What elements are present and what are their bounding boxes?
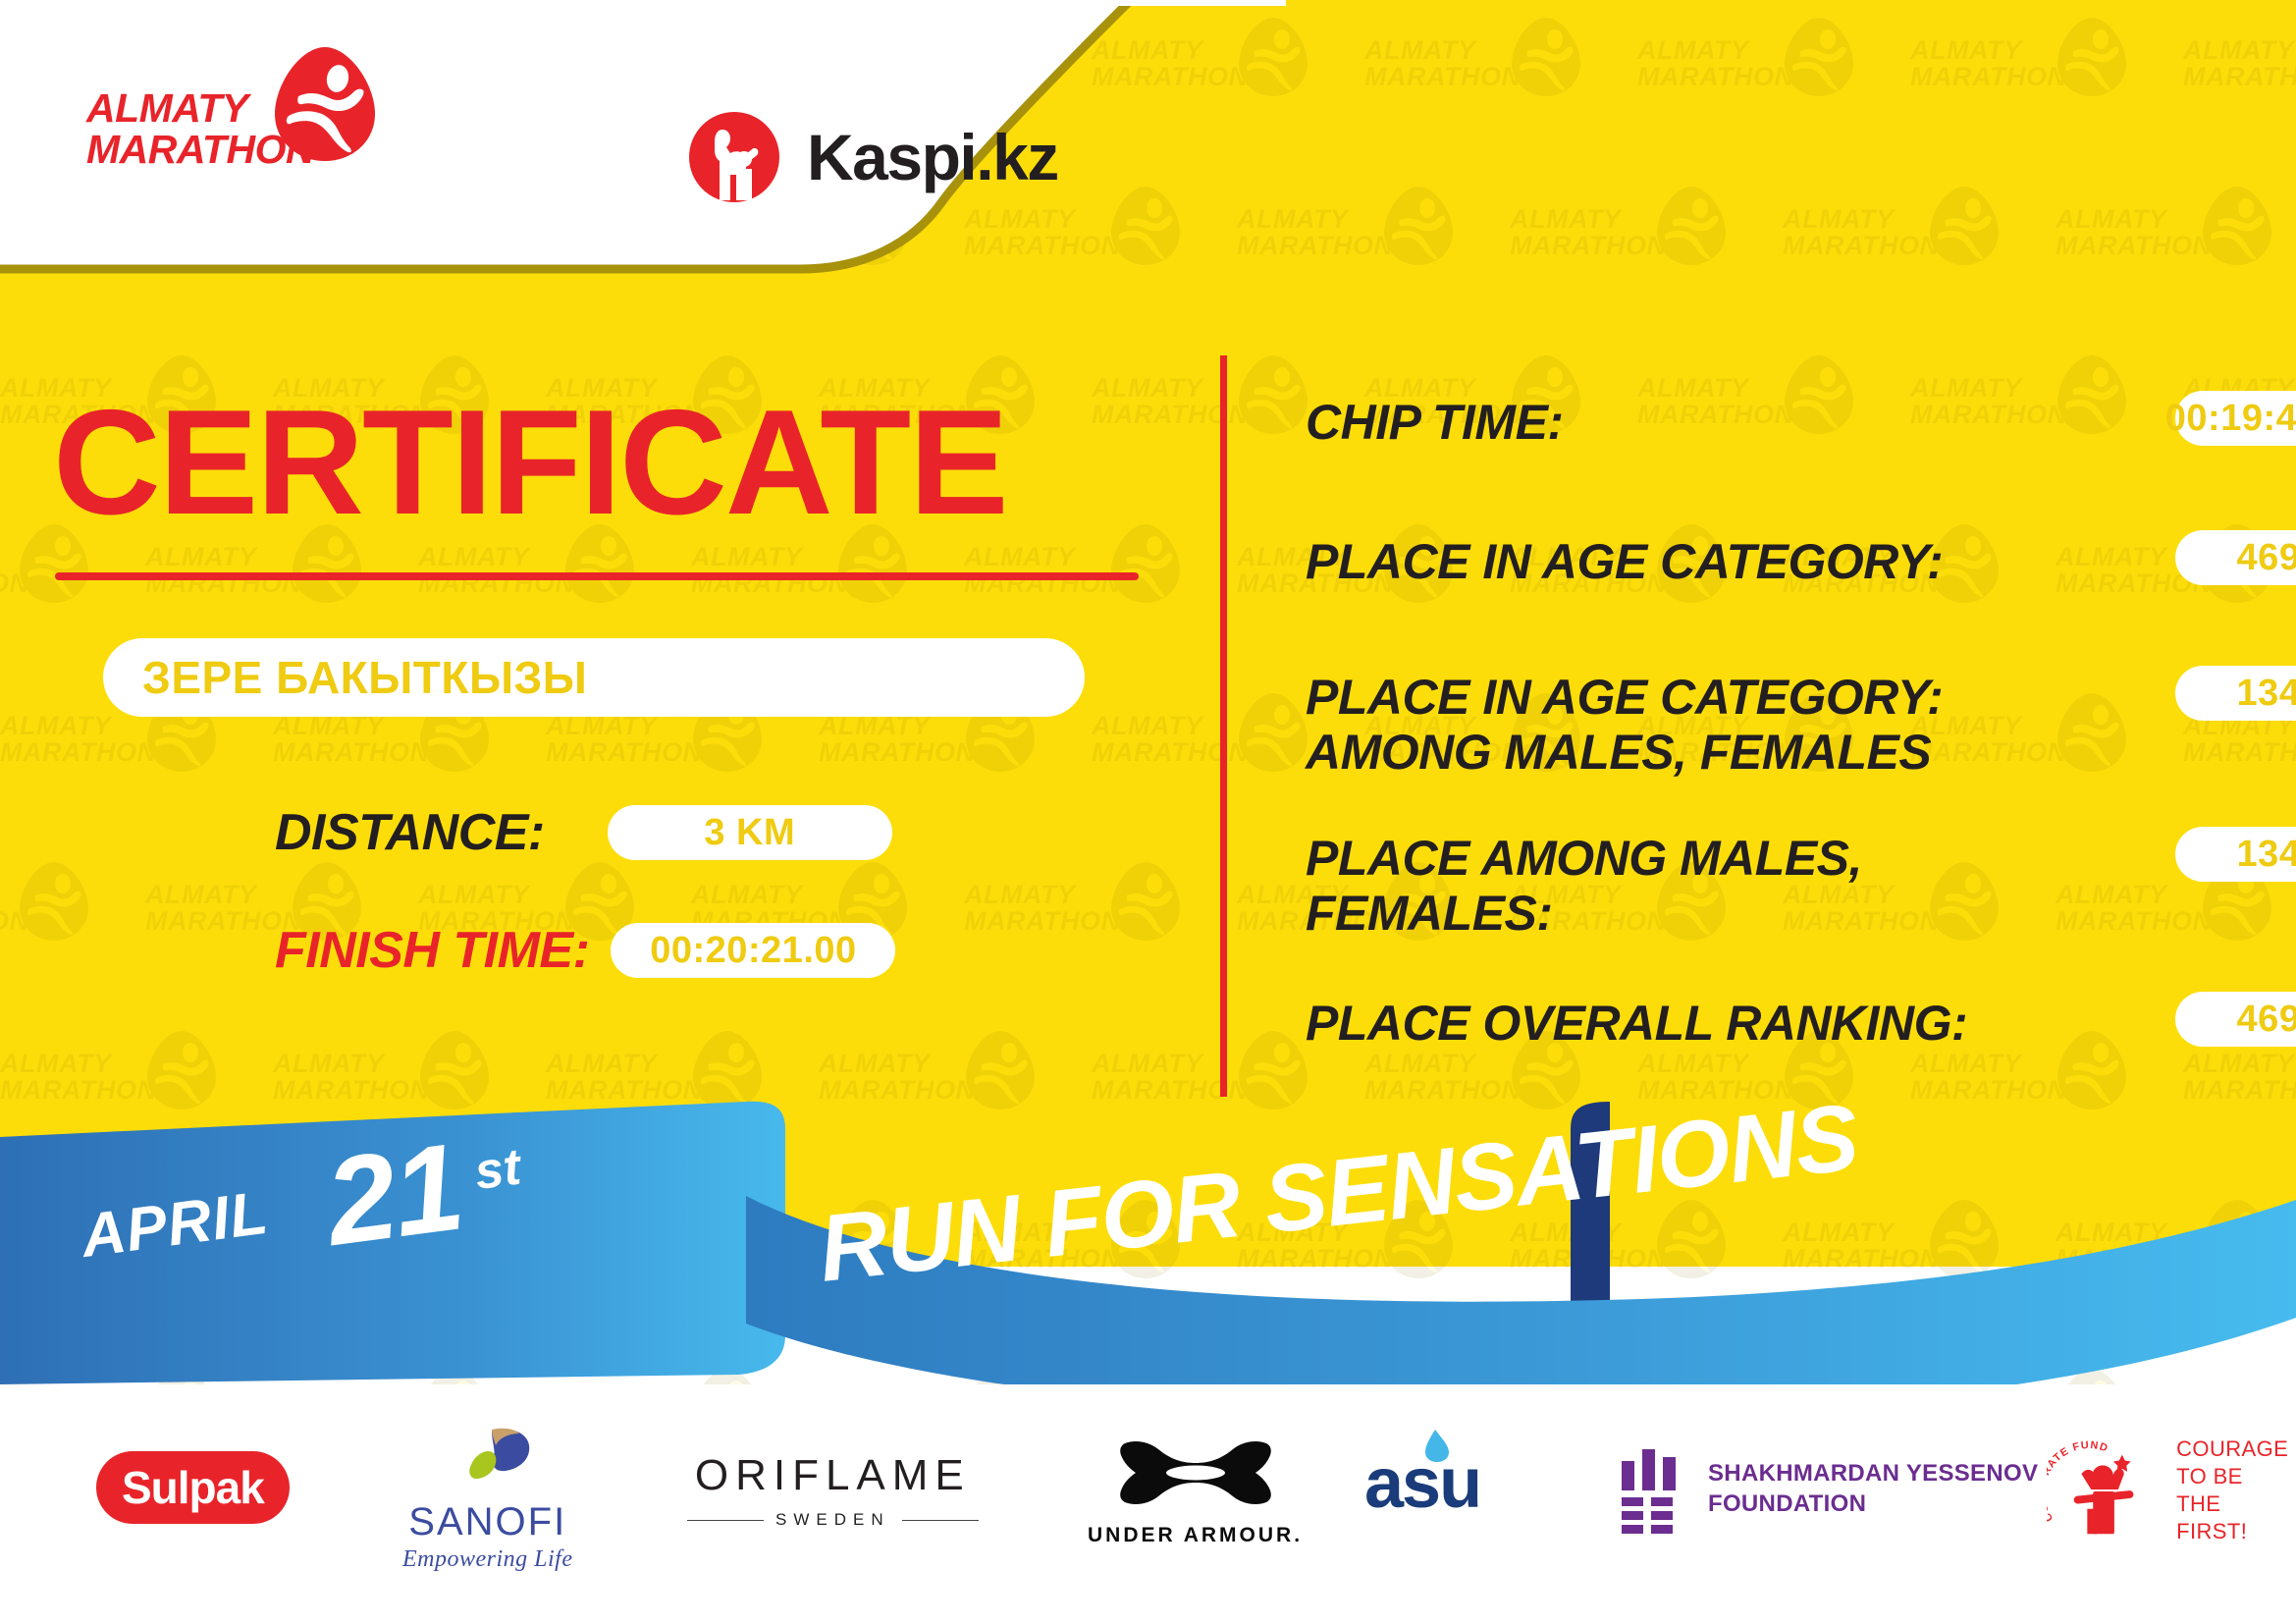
event-month: APRIL (77, 1178, 273, 1272)
almaty-marathon-wordmark: ALMATY MARATHON (86, 85, 315, 172)
sponsor-asu: asu (1364, 1430, 1482, 1524)
courage-line-3: THE FIRST! (2176, 1491, 2248, 1544)
page-title: CERTIFICATE (53, 379, 1009, 546)
asu-label: asu (1364, 1444, 1482, 1523)
almaty-logo-line1: ALMATY (86, 85, 248, 131)
sulpak-label: Sulpak (122, 1462, 265, 1513)
finish-time-row: FINISH TIME: 00:20:21.00 (275, 921, 896, 980)
place-age-category-value: 469 (2175, 530, 2296, 585)
participant-name-value: ЗЕРЕ БАКЫТКЫЗЫ (142, 652, 588, 703)
sponsor-sulpak: Sulpak (96, 1451, 290, 1524)
distance-value: 3 KM (607, 805, 892, 860)
place-among-gender-label: PLACE AMONG MALES, FEMALES: (1306, 831, 1862, 941)
almaty-marathon-logo: ALMATY MARATHON (86, 45, 381, 183)
chip-time-value: 00:19:45.00 (2165, 391, 2296, 446)
sponsor-yessenov-foundation: SHAKHMARDAN YESSENOV FOUNDATION (1620, 1443, 2038, 1534)
event-date: APRIL 21 st (78, 1116, 597, 1284)
kaspi-wordmark: Kaspi.kz (807, 121, 1059, 193)
place-among-gender-value: 134 (2175, 827, 2296, 882)
courage-fund-icon: CORPORATE FUND (2047, 1439, 2134, 1535)
label-line-2: AMONG MALES, FEMALES (1306, 725, 1932, 780)
sponsors-strip (0, 1384, 2296, 1624)
almaty-logo-line2: MARATHON (86, 126, 315, 172)
finish-time-label: FINISH TIME: (275, 922, 590, 979)
sanofi-mark-icon (469, 1428, 529, 1480)
column-divider (1220, 355, 1227, 1097)
oriflame-sub: SWEDEN (687, 1510, 979, 1530)
under-armour-icon (1119, 1441, 1271, 1504)
oriflame-rule-right (901, 1519, 979, 1521)
label-line-1: PLACE AMONG MALES, (1306, 831, 1862, 886)
finish-time-value: 00:20:21.00 (611, 923, 896, 978)
sponsor-oriflame: ORIFLAME SWEDEN (687, 1451, 979, 1530)
under-armour-label: UNDER ARMOUR. (1088, 1524, 1304, 1546)
place-age-category-label: PLACE IN AGE CATEGORY: (1306, 534, 1944, 589)
place-age-category-gender-label: PLACE IN AGE CATEGORY: AMONG MALES, FEMA… (1306, 670, 1944, 780)
participant-name-field: ЗЕРЕ БАКЫТКЫЗЫ (103, 638, 1085, 717)
yessenov-bars-icon (1622, 1449, 1676, 1534)
distance-row: DISTANCE: 3 KM (275, 803, 892, 862)
event-day: 21 (318, 1116, 469, 1272)
oriflame-tagline: SWEDEN (775, 1510, 890, 1529)
sponsor-sanofi: SANOFI Empowering Life (402, 1426, 573, 1573)
runner-drop-icon (275, 47, 375, 161)
oriflame-label: ORIFLAME (694, 1451, 971, 1499)
courage-line-1: COURAGE (2176, 1436, 2289, 1461)
kaspi-people-icon (689, 112, 779, 202)
event-day-ordinal: st (471, 1138, 524, 1202)
oriflame-rule-left (687, 1519, 764, 1521)
place-overall-value: 469 (2175, 992, 2296, 1047)
sanofi-label: SANOFI (408, 1500, 567, 1543)
chip-time-label: CHIP TIME: (1306, 395, 1564, 450)
title-underline (55, 572, 1139, 580)
sanofi-tagline: Empowering Life (402, 1546, 573, 1572)
label-line-2: FEMALES: (1306, 886, 1553, 941)
courage-fund-label: COURAGE TO BE THE FIRST! (2176, 1435, 2296, 1546)
distance-label: DISTANCE: (275, 804, 545, 861)
kaspi-logo: Kaspi.kz (687, 110, 1059, 204)
label-line-1: PLACE IN AGE CATEGORY: (1306, 670, 1944, 725)
sponsor-courage-fund: CORPORATE FUND COURAGE TO BE THE FIRST! (2047, 1435, 2296, 1546)
place-overall-label: PLACE OVERALL RANKING: (1306, 996, 1968, 1051)
place-age-category-gender-value: 134 (2175, 666, 2296, 721)
event-ribbon (0, 1101, 2296, 1414)
asu-drop-icon (1425, 1430, 1449, 1462)
sponsor-under-armour: UNDER ARMOUR. (1088, 1434, 1303, 1547)
yessenov-label: SHAKHMARDAN YESSENOV FOUNDATION (1708, 1458, 2038, 1519)
courage-line-2: TO BE (2176, 1464, 2243, 1489)
sulpak-logo: Sulpak (96, 1451, 290, 1524)
yessenov-line-1: SHAKHMARDAN YESSENOV (1708, 1459, 2039, 1487)
yessenov-line-2: FOUNDATION (1708, 1490, 1867, 1517)
